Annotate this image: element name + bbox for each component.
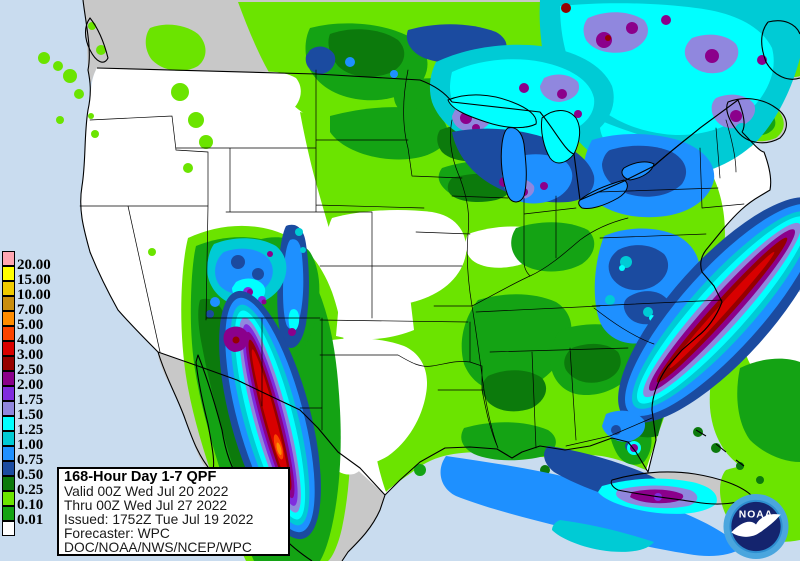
legend-threshold-label: 5.00: [17, 317, 44, 333]
legend-entry: 4.00: [2, 326, 51, 348]
legend-entry: 1.50: [2, 401, 51, 423]
legend-entry: 0.50: [2, 461, 51, 483]
great-lakes: [447, 94, 655, 209]
qpf-colorado-fourcorners: [206, 224, 309, 348]
legend-swatch: [2, 491, 15, 506]
legend-entry: 1.25: [2, 416, 51, 438]
legend-threshold-label: 2.00: [17, 377, 44, 393]
legend-swatch: [2, 401, 15, 416]
legend-swatch: [2, 521, 15, 536]
legend-entry: 0.01: [2, 506, 51, 528]
legend-swatch: [2, 341, 15, 356]
noaa-seagull-icon: [731, 514, 781, 537]
legend-entry: 1.75: [2, 386, 51, 408]
legend-entry: 0.10: [2, 491, 51, 513]
legend-entry: 2.00: [2, 371, 51, 393]
legend-entry: 2.50: [2, 356, 51, 378]
forecast-info-line: Forecaster: WPC: [64, 526, 170, 542]
legend-swatch: [2, 266, 15, 281]
legend-swatch: [2, 311, 15, 326]
legend-threshold-label: 1.00: [17, 437, 44, 453]
legend-swatch: [2, 506, 15, 521]
forecast-info-line: Issued: 1752Z Tue Jul 19 2022: [64, 511, 254, 527]
legend-swatch: [2, 461, 15, 476]
legend-entry: 20.00: [2, 251, 51, 273]
legend-entry: 1.00: [2, 431, 51, 453]
legend-threshold-label: 4.00: [17, 332, 44, 348]
legend-threshold-label: 7.00: [17, 302, 44, 318]
legend-swatch: [2, 356, 15, 371]
legend-threshold-label: 2.50: [17, 362, 44, 378]
legend-entry: 10.00: [2, 281, 51, 303]
noaa-logo-text: NOAA: [739, 510, 773, 521]
forecast-info-line: Valid 00Z Wed Jul 20 2022: [64, 483, 229, 499]
forecast-info-line: DOC/NOAA/NWS/NCEP/WPC: [64, 540, 252, 556]
legend-swatch: [2, 281, 15, 296]
legend-threshold-label: 20.00: [17, 257, 51, 273]
legend-swatch: [2, 386, 15, 401]
state-borders: [79, 69, 745, 449]
legend-threshold-label: 1.50: [17, 407, 44, 423]
legend-swatch: [2, 251, 15, 266]
legend-threshold-label: 0.01: [17, 512, 44, 528]
legend-threshold-label: 10.00: [17, 287, 51, 303]
legend-entry: 7.00: [2, 296, 51, 318]
forecast-info-box: 168-Hour Day 1-7 QPF Valid 00Z Wed Jul 2…: [57, 467, 290, 556]
legend-swatch: [2, 371, 15, 386]
legend-swatch: [2, 416, 15, 431]
legend-threshold-label: 1.75: [17, 392, 44, 408]
legend-threshold-label: 0.75: [17, 452, 44, 468]
legend-threshold-label: 0.50: [17, 467, 44, 483]
legend-swatch: [2, 326, 15, 341]
legend-threshold-label: 3.00: [17, 347, 44, 363]
qpf-gulf-caribbean: [440, 410, 742, 556]
legend-swatch: [2, 446, 15, 461]
forecast-title: 168-Hour Day 1-7 QPF: [64, 469, 217, 485]
qpf-legend: 20.00 15.00 10.00 7.00 5.00 4.00 3.00 2.50 2.00 1…: [2, 251, 51, 536]
noaa-logo: NOAA: [723, 493, 789, 560]
legend-swatch: [2, 476, 15, 491]
legend-entry: 15.00: [2, 266, 51, 288]
qpf-atlantic-streak: [618, 197, 800, 423]
legend-threshold-label: 15.00: [17, 272, 51, 288]
legend-entry: 0.25: [2, 476, 51, 498]
qpf-monsoon-west-spots: [223, 326, 249, 352]
legend-entry: 5.00: [2, 311, 51, 333]
forecast-info-line: Thru 00Z Wed Jul 27 2022: [64, 497, 228, 513]
legend-threshold-label: 1.25: [17, 422, 44, 438]
legend-entry: 3.00: [2, 341, 51, 363]
legend-threshold-label: 0.10: [17, 497, 44, 513]
legend-entry: [2, 521, 51, 536]
legend-entry: 0.75: [2, 446, 51, 468]
legend-swatch: [2, 431, 15, 446]
legend-threshold-label: 0.25: [17, 482, 44, 498]
legend-swatch: [2, 296, 15, 311]
